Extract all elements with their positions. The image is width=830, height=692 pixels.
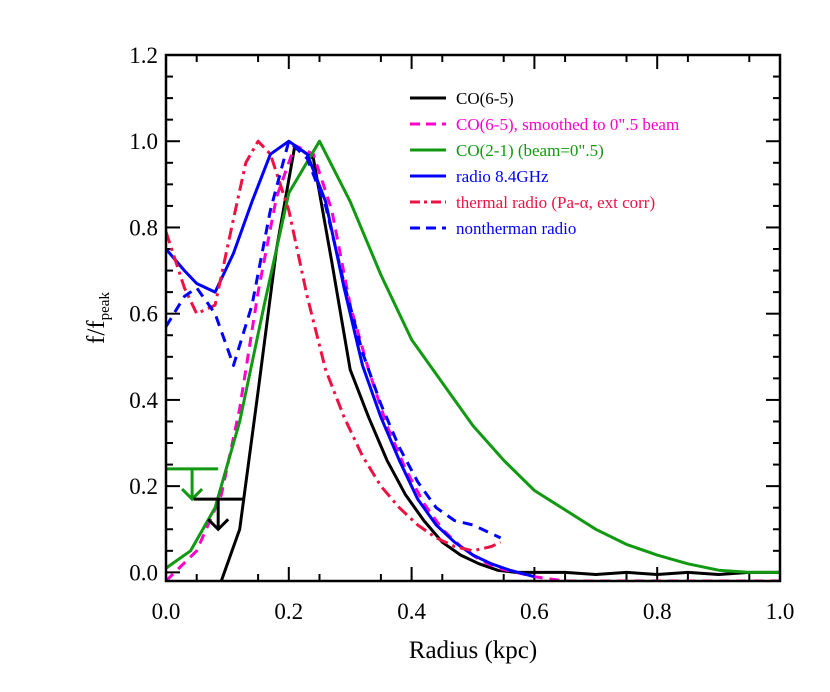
- x-axis-label: Radius (kpc): [409, 637, 537, 664]
- y-tick-label: 1.0: [129, 129, 158, 154]
- legend-label-3: CO(2-1) (beam=0".5): [456, 141, 604, 160]
- legend-label-5: thermal radio (Pa-α, ext corr): [456, 193, 655, 212]
- legend-label-1: CO(6-5): [456, 89, 514, 108]
- plot-frame: [164, 53, 782, 583]
- series-layer: [166, 139, 780, 581]
- series-line-3: [166, 139, 780, 574]
- y-tick-label: 0.8: [129, 215, 158, 240]
- y-tick-label: 1.2: [129, 43, 158, 68]
- y-tick-label: 0.2: [129, 474, 158, 499]
- legend-label-2: CO(6-5), smoothed to 0".5 beam: [456, 115, 679, 134]
- series-line-2: [166, 144, 780, 581]
- y-axis-label-main: f/f: [83, 320, 110, 344]
- x-tick-label: 0.6: [520, 599, 549, 624]
- legend-label-4: radio 8.4GHz: [456, 167, 549, 186]
- legend: CO(6-5) CO(6-5), smoothed to 0".5 beam CO(…: [410, 89, 679, 238]
- y-tick-label: 0.0: [129, 560, 158, 585]
- upper-limit-markers: [166, 467, 243, 532]
- y-axis-label: f/fpeak: [83, 292, 113, 344]
- x-tick-label: 0.0: [152, 599, 181, 624]
- y-axis-label-subscript: peak: [97, 292, 113, 321]
- x-tick-label: 0.4: [397, 599, 426, 624]
- y-tick-label: 0.4: [129, 388, 158, 413]
- y-tick-label: 0.6: [129, 302, 158, 327]
- y-tick-labels: 0.0 0.2 0.4 0.6 0.8 1.0 1.2: [129, 43, 158, 585]
- x-tick-label: 0.8: [643, 599, 672, 624]
- upper-limit-arrowhead: [207, 518, 230, 532]
- series-line-6: [166, 139, 502, 540]
- upper-limit-arrowhead: [181, 488, 204, 502]
- x-tick-label: 0.2: [274, 599, 303, 624]
- series-line-5: [166, 139, 502, 553]
- x-tick-labels: 0.0 0.2 0.4 0.6 0.8 1.0: [152, 599, 795, 624]
- x-tick-label: 1.0: [766, 599, 795, 624]
- legend-label-6: nontherman radio: [456, 219, 576, 238]
